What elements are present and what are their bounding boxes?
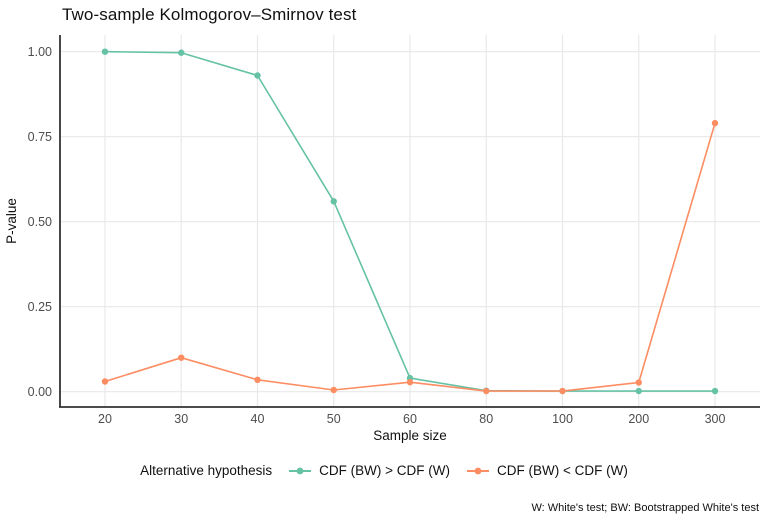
x-tick-label: 40 — [251, 412, 265, 426]
legend-item: CDF (BW) < CDF (W) — [466, 463, 628, 478]
x-tick-label: 60 — [403, 412, 417, 426]
data-point — [635, 387, 642, 395]
y-tick-label: 0.25 — [28, 300, 52, 314]
x-tick-label: 50 — [327, 412, 341, 426]
legend-item-label: CDF (BW) < CDF (W) — [497, 463, 628, 478]
plot-area: 0.00 0.25 0.50 0.75 1.00 20 30 40 50 60 80 100 200 30… — [4, 35, 760, 443]
data-point — [254, 376, 261, 383]
legend: Alternative hypothesis CDF (BW) > CDF (W… — [0, 463, 768, 478]
caption: W: White's test; BW: Bootstrapped White'… — [531, 502, 759, 514]
legend-title: Alternative hypothesis — [140, 463, 273, 478]
x-tick-label: 20 — [98, 412, 112, 426]
data-point — [101, 378, 109, 385]
chart-title: Two-sample Kolmogorov–Smirnov test — [62, 5, 357, 24]
data-point — [254, 72, 261, 79]
legend-item: CDF (BW) > CDF (W) — [288, 463, 450, 478]
line-point-key-icon — [467, 467, 490, 474]
y-axis-title: P-value — [4, 198, 19, 244]
x-tick-label: 300 — [705, 412, 726, 426]
data-point — [330, 386, 337, 394]
data-point — [711, 387, 719, 395]
x-tick-label: 100 — [552, 412, 573, 426]
x-tick-label: 200 — [628, 412, 649, 426]
data-point — [178, 49, 185, 56]
y-tick-label: 0.00 — [28, 385, 52, 399]
data-point — [406, 378, 414, 386]
data-point — [330, 198, 337, 205]
y-tick-label: 0.50 — [28, 215, 52, 229]
data-point — [178, 354, 185, 361]
data-point — [559, 387, 566, 395]
x-axis-title: Sample size — [373, 428, 447, 443]
y-tick-label: 1.00 — [28, 45, 52, 59]
x-tick-label: 80 — [479, 412, 493, 426]
y-tick-label: 0.75 — [28, 130, 52, 144]
data-point — [101, 48, 109, 55]
x-tick-label: 30 — [174, 412, 188, 426]
data-point — [635, 379, 642, 386]
data-point — [483, 387, 490, 395]
line-point-key-icon — [289, 467, 312, 474]
legend-item-label: CDF (BW) > CDF (W) — [319, 463, 451, 478]
data-point — [711, 119, 719, 127]
